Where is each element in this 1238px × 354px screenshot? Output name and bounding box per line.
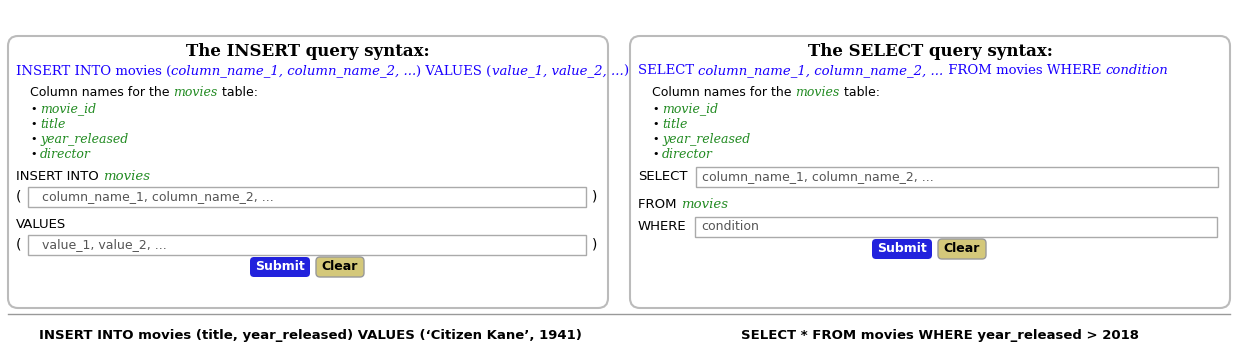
Text: •: • xyxy=(652,119,659,129)
FancyBboxPatch shape xyxy=(695,217,1217,237)
FancyBboxPatch shape xyxy=(938,239,985,259)
FancyBboxPatch shape xyxy=(250,257,310,277)
Text: condition: condition xyxy=(1106,64,1167,78)
Text: ): ) xyxy=(592,238,598,252)
FancyBboxPatch shape xyxy=(696,167,1218,187)
Text: column_name_1, column_name_2, ...: column_name_1, column_name_2, ... xyxy=(171,64,416,78)
Text: INSERT INTO: INSERT INTO xyxy=(16,171,103,183)
Text: column_name_1, column_name_2, ...: column_name_1, column_name_2, ... xyxy=(33,190,274,204)
Text: movie_id: movie_id xyxy=(40,103,97,115)
FancyBboxPatch shape xyxy=(7,36,608,308)
Text: condition: condition xyxy=(701,221,759,234)
Text: movies: movies xyxy=(796,86,839,98)
Text: year_released: year_released xyxy=(662,132,750,145)
Text: •: • xyxy=(652,134,659,144)
Text: Clear: Clear xyxy=(943,242,980,256)
Text: •: • xyxy=(30,119,36,129)
Text: (: ( xyxy=(16,190,21,204)
Text: ): ) xyxy=(592,190,598,204)
Text: director: director xyxy=(662,148,713,160)
Text: VALUES: VALUES xyxy=(16,218,67,232)
Text: table:: table: xyxy=(218,86,258,98)
Text: SELECT * FROM movies WHERE year_released > 2018: SELECT * FROM movies WHERE year_released… xyxy=(742,330,1139,343)
Text: INSERT INTO movies (title, year_released) VALUES (‘Citizen Kane’, 1941): INSERT INTO movies (title, year_released… xyxy=(38,330,582,343)
Text: The SELECT query syntax:: The SELECT query syntax: xyxy=(807,44,1052,61)
Text: •: • xyxy=(652,149,659,159)
Text: The INSERT query syntax:: The INSERT query syntax: xyxy=(186,44,430,61)
Text: Clear: Clear xyxy=(322,261,358,274)
Text: column_name_1, column_name_2, ...: column_name_1, column_name_2, ... xyxy=(702,171,933,183)
Text: WHERE: WHERE xyxy=(638,221,687,234)
Text: •: • xyxy=(30,104,36,114)
Text: value_1, value_2, ...: value_1, value_2, ... xyxy=(33,239,167,251)
Text: SELECT: SELECT xyxy=(638,64,698,78)
Text: Column names for the: Column names for the xyxy=(30,86,173,98)
Text: Submit: Submit xyxy=(255,261,305,274)
Text: value_1, value_2, ...: value_1, value_2, ... xyxy=(491,64,624,78)
Text: movies: movies xyxy=(681,199,728,211)
Text: •: • xyxy=(652,104,659,114)
Text: Column names for the: Column names for the xyxy=(652,86,796,98)
Text: (: ( xyxy=(16,238,21,252)
Text: movies: movies xyxy=(103,171,150,183)
Text: title: title xyxy=(662,118,687,131)
Text: ) VALUES (: ) VALUES ( xyxy=(416,64,491,78)
Text: INSERT INTO movies (: INSERT INTO movies ( xyxy=(16,64,171,78)
Text: FROM movies WHERE: FROM movies WHERE xyxy=(943,64,1106,78)
Text: table:: table: xyxy=(839,86,880,98)
FancyBboxPatch shape xyxy=(630,36,1231,308)
FancyBboxPatch shape xyxy=(316,257,364,277)
Text: ): ) xyxy=(624,64,629,78)
Text: SELECT: SELECT xyxy=(638,171,687,183)
Text: director: director xyxy=(40,148,90,160)
FancyBboxPatch shape xyxy=(872,239,932,259)
Text: •: • xyxy=(30,134,36,144)
Text: movies: movies xyxy=(173,86,218,98)
FancyBboxPatch shape xyxy=(28,235,586,255)
Text: Submit: Submit xyxy=(878,242,927,256)
Text: column_name_1, column_name_2, ...: column_name_1, column_name_2, ... xyxy=(698,64,943,78)
Text: movie_id: movie_id xyxy=(662,103,718,115)
Text: •: • xyxy=(30,149,36,159)
FancyBboxPatch shape xyxy=(28,187,586,207)
Text: year_released: year_released xyxy=(40,132,129,145)
Text: FROM: FROM xyxy=(638,199,681,211)
Text: title: title xyxy=(40,118,66,131)
